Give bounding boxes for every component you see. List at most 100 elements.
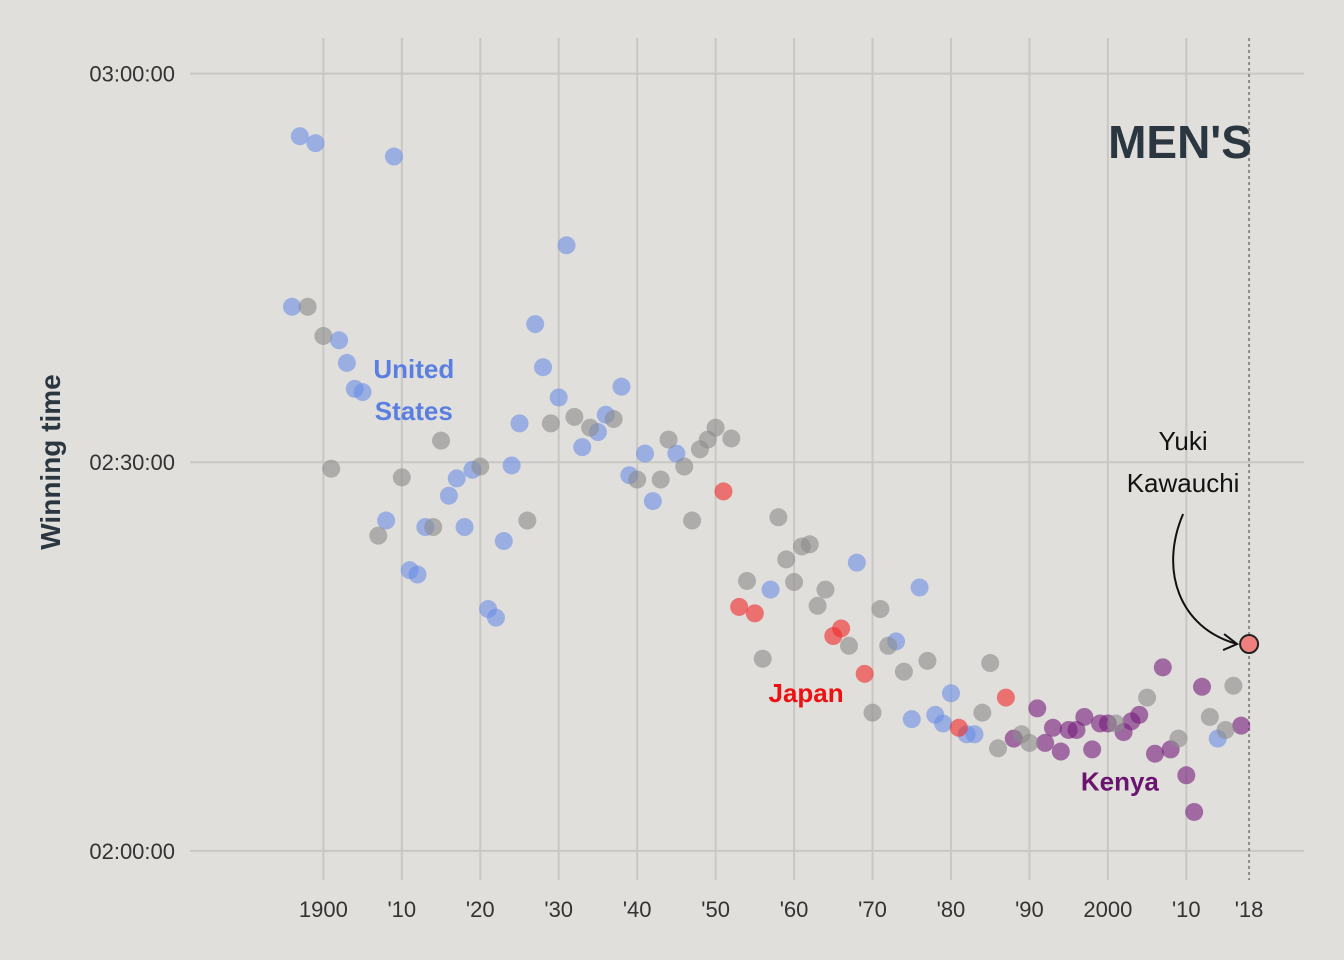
group-label-2: Kenya bbox=[1081, 766, 1160, 796]
point-united-states-1902 bbox=[330, 331, 349, 350]
point-other-1937 bbox=[604, 410, 623, 429]
point-other-2016 bbox=[1224, 676, 1243, 695]
x-tick-label-2: '20 bbox=[466, 897, 495, 922]
x-tick-label-3: '30 bbox=[544, 897, 573, 922]
point-united-states-1903 bbox=[337, 353, 356, 372]
point-other-1971 bbox=[871, 600, 890, 619]
x-tick-label-4: '40 bbox=[623, 897, 652, 922]
point-other-1986 bbox=[989, 739, 1008, 758]
point-other-1901 bbox=[322, 459, 341, 478]
annotation-label: Yuki Kawauchi bbox=[1127, 426, 1240, 498]
point-other-1959 bbox=[777, 550, 796, 569]
point-united-states-1897 bbox=[290, 127, 309, 146]
x-tick-label-1: '10 bbox=[387, 897, 416, 922]
point-kenya-2007 bbox=[1153, 658, 1172, 677]
x-axis-tick-labels: 1900 '10 '20 '30 '40 '50 '60 '70 '80 '90 2000 '10 '1… bbox=[299, 897, 1264, 922]
point-other-1947 bbox=[683, 511, 702, 530]
point-kenya-2012 bbox=[1193, 677, 1212, 696]
annotation-arrowhead bbox=[1222, 633, 1240, 651]
point-kenya-2004 bbox=[1130, 705, 1149, 724]
point-kenya-1997 bbox=[1075, 707, 1094, 726]
point-united-states-1968 bbox=[847, 553, 866, 572]
point-other-2001 bbox=[1106, 714, 1125, 733]
point-kenya-1993 bbox=[1043, 718, 1062, 737]
point-japan-1951 bbox=[714, 482, 733, 501]
point-kenya-1992 bbox=[1036, 733, 1055, 752]
point-other-2015 bbox=[1216, 720, 1235, 739]
y-axis-label: Winning time bbox=[35, 374, 66, 550]
point-united-states-1927 bbox=[526, 315, 545, 334]
x-tick-label-6: '60 bbox=[780, 897, 809, 922]
point-united-states-1945 bbox=[667, 444, 686, 463]
point-united-states-1957 bbox=[761, 580, 780, 599]
point-united-states-1905 bbox=[353, 383, 372, 402]
point-other-1926 bbox=[518, 511, 537, 530]
x-tick-label-11: '10 bbox=[1172, 897, 1201, 922]
point-united-states-1931 bbox=[557, 236, 576, 255]
x-tick-label-5: '50 bbox=[701, 897, 730, 922]
point-united-states-1924 bbox=[502, 456, 521, 475]
point-kenya-2017 bbox=[1232, 716, 1251, 735]
point-other-1974 bbox=[894, 662, 913, 681]
point-united-states-1938 bbox=[612, 377, 631, 396]
point-other-1944 bbox=[659, 430, 678, 449]
point-united-states-1976 bbox=[910, 578, 929, 597]
point-other-1990 bbox=[1020, 733, 1039, 752]
point-japan-1953 bbox=[730, 597, 749, 616]
data-points bbox=[282, 127, 1260, 821]
x-tick-label-9: '90 bbox=[1015, 897, 1044, 922]
point-united-states-1918 bbox=[455, 518, 474, 537]
point-other-1934 bbox=[581, 418, 600, 437]
point-other-1910 bbox=[392, 468, 411, 487]
point-other-1962 bbox=[800, 535, 819, 554]
point-kenya-1998 bbox=[1083, 740, 1102, 759]
x-tick-label-0: 1900 bbox=[299, 897, 348, 922]
y-tick-label-2: 03:00:00 bbox=[89, 62, 175, 87]
point-yuki-kawauchi-2018 bbox=[1239, 634, 1260, 655]
point-united-states-1925 bbox=[510, 414, 529, 433]
y-tick-label-0: 02:00:00 bbox=[89, 839, 175, 864]
point-united-states-1922 bbox=[486, 608, 505, 627]
x-tick-label-8: '80 bbox=[937, 897, 966, 922]
point-kenya-2006 bbox=[1145, 744, 1164, 763]
group-labels: United States Japan Kenya bbox=[373, 354, 1159, 796]
point-other-2013 bbox=[1200, 707, 1219, 726]
point-other-1898 bbox=[298, 297, 317, 316]
x-tick-label-7: '70 bbox=[858, 897, 887, 922]
point-united-states-1899 bbox=[306, 134, 325, 153]
point-united-states-1942 bbox=[643, 492, 662, 511]
point-other-1958 bbox=[769, 508, 788, 527]
annotation: Yuki Kawauchi bbox=[1127, 426, 1240, 651]
point-kenya-1991 bbox=[1028, 699, 1047, 718]
y-tick-label-1: 02:30:00 bbox=[89, 450, 175, 475]
point-united-states-1979 bbox=[934, 714, 953, 733]
point-united-states-1980 bbox=[941, 684, 960, 703]
point-united-states-1917 bbox=[447, 469, 466, 488]
x-tick-label-10: 2000 bbox=[1083, 897, 1132, 922]
point-united-states-1975 bbox=[902, 710, 921, 729]
point-other-1929 bbox=[541, 414, 560, 433]
group-label-1: Japan bbox=[768, 678, 843, 708]
point-kenya-1996 bbox=[1067, 720, 1086, 739]
point-other-1907 bbox=[369, 526, 388, 545]
point-united-states-1928 bbox=[534, 358, 553, 377]
point-other-1984 bbox=[973, 703, 992, 722]
point-japan-1955 bbox=[745, 604, 764, 623]
point-other-1960 bbox=[785, 573, 804, 592]
point-other-1920 bbox=[471, 457, 490, 476]
point-other-1952 bbox=[722, 429, 741, 448]
point-japan-1969 bbox=[855, 664, 874, 683]
point-other-1932 bbox=[565, 407, 584, 426]
chart-title: MEN'S bbox=[1108, 116, 1252, 168]
point-united-states-1916 bbox=[439, 486, 458, 505]
point-other-1970 bbox=[863, 703, 882, 722]
point-other-1915 bbox=[432, 431, 451, 450]
point-kenya-2011 bbox=[1185, 802, 1204, 821]
point-other-1967 bbox=[839, 636, 858, 655]
point-other-1985 bbox=[981, 654, 1000, 673]
point-united-states-1923 bbox=[494, 532, 513, 551]
point-other-1956 bbox=[753, 649, 772, 668]
x-tick-label-12: '18 bbox=[1235, 897, 1264, 922]
point-other-1963 bbox=[808, 596, 827, 615]
